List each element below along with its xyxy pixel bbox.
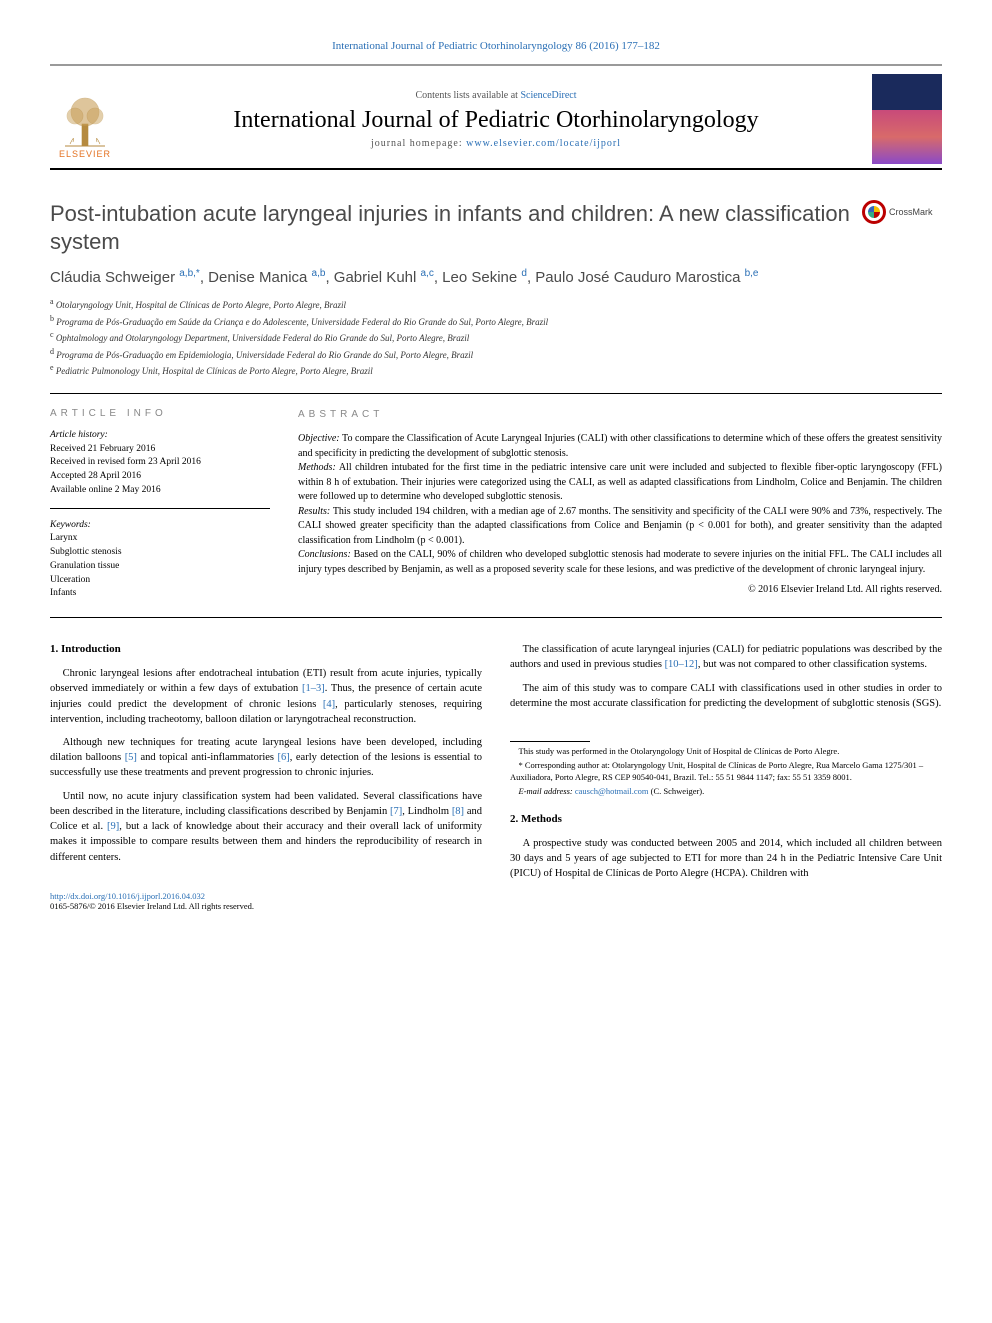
crossmark-label: CrossMark (889, 207, 933, 217)
affiliations: a Otolaryngology Unit, Hospital de Clíni… (50, 296, 942, 379)
sciencedirect-link[interactable]: ScienceDirect (520, 90, 576, 101)
copyright-line: © 2016 Elsevier Ireland Ltd. All rights … (298, 583, 942, 598)
authors-line: Cláudia Schweiger a,b,*, Denise Manica a… (50, 267, 942, 288)
contents-line: Contents lists available at ScienceDirec… (132, 90, 860, 101)
elsevier-logotype: ELSEVIER (59, 149, 111, 159)
issn-copyright: 0165-5876/© 2016 Elsevier Ireland Ltd. A… (50, 901, 942, 911)
section-heading-methods: 2. Methods (510, 812, 942, 828)
abstract-label: ABSTRACT (298, 408, 942, 423)
journal-cover-thumb (872, 74, 942, 164)
abstract: ABSTRACT Objective: To compare the Class… (298, 408, 942, 601)
divider (50, 393, 942, 394)
masthead: ELSEVIER Contents lists available at Sci… (50, 64, 942, 170)
article-info-label: ARTICLE INFO (50, 408, 270, 419)
elsevier-logo: ELSEVIER (50, 79, 120, 159)
journal-title: International Journal of Pediatric Otorh… (132, 107, 860, 134)
doi-link[interactable]: http://dx.doi.org/10.1016/j.ijporl.2016.… (50, 891, 942, 901)
article-title: Post-intubation acute laryngeal injuries… (50, 200, 850, 255)
citation-header: International Journal of Pediatric Otorh… (50, 40, 942, 52)
article-body: 1. Introduction Chronic laryngeal lesion… (50, 642, 942, 881)
section-heading-introduction: 1. Introduction (50, 642, 482, 658)
keywords: Keywords: LarynxSubglottic stenosisGranu… (50, 519, 270, 602)
journal-homepage-link[interactable]: www.elsevier.com/locate/ijporl (466, 138, 621, 149)
crossmark-badge[interactable]: CrossMark (862, 200, 942, 224)
article-history: Article history: Received 21 February 20… (50, 429, 270, 509)
homepage-line: journal homepage: www.elsevier.com/locat… (132, 138, 860, 149)
crossmark-icon (862, 200, 886, 224)
footnotes: This study was performed in the Otolaryn… (510, 741, 942, 798)
corresponding-email-link[interactable]: causch@hotmail.com (575, 786, 649, 796)
